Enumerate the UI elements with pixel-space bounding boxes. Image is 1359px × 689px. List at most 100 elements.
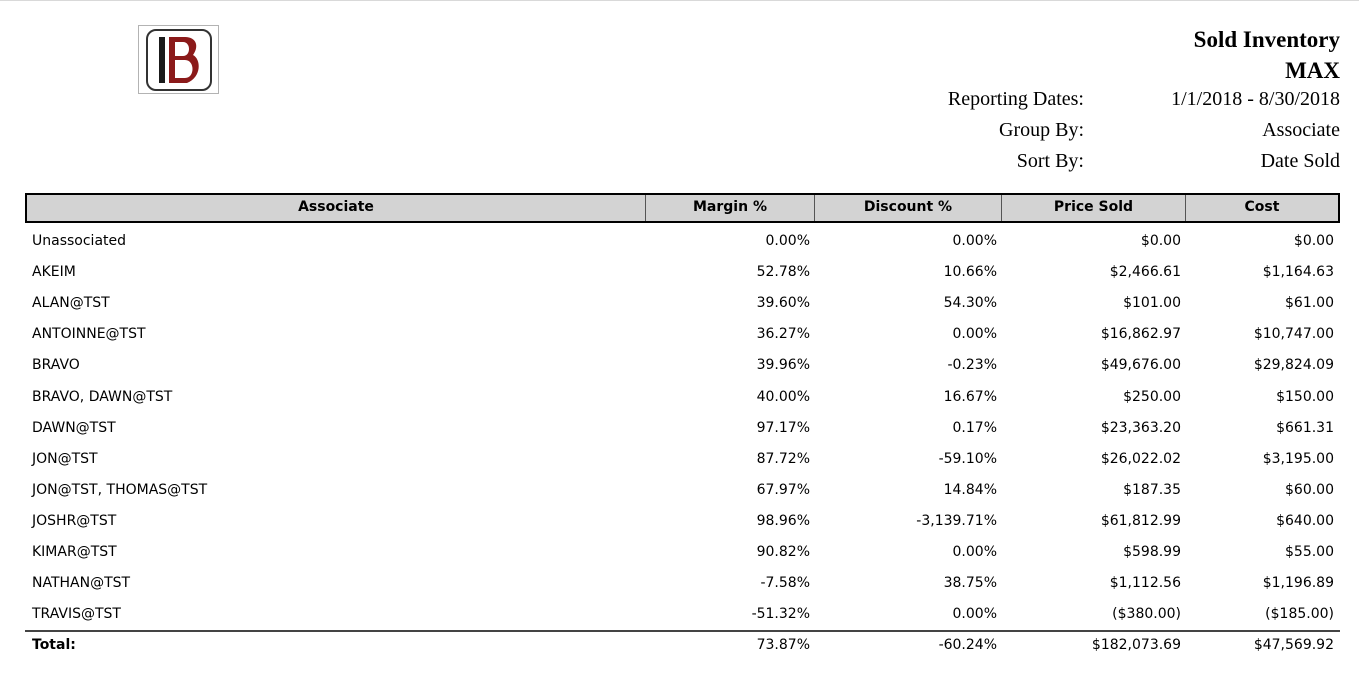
cell-cost: $150.00: [1276, 389, 1334, 405]
total-discount: -60.24%: [938, 637, 997, 653]
cell-cost: $10,747.00: [1253, 326, 1334, 342]
table-row: TRAVIS@TST -51.32% 0.00% ($380.00) ($185.00): [25, 599, 1340, 630]
cell-discount: 10.66%: [943, 264, 997, 280]
table-row: ALAN@TST 39.60% 54.30% $101.00 $61.00: [25, 288, 1340, 319]
cell-associate: BRAVO: [32, 357, 80, 373]
cell-price-sold: $1,112.56: [1109, 575, 1181, 591]
cell-price-sold: $187.35: [1123, 482, 1181, 498]
cell-associate: JON@TST, THOMAS@TST: [32, 482, 208, 498]
total-margin: 73.87%: [756, 637, 810, 653]
total-cost: $47,569.92: [1253, 637, 1334, 653]
cell-discount: 0.00%: [952, 544, 997, 560]
cell-cost: $0.00: [1293, 233, 1334, 249]
cell-discount: 54.30%: [943, 295, 997, 311]
column-divider: [1001, 195, 1002, 221]
meta-value-group-by: Associate: [1262, 119, 1340, 141]
table-row: ANTOINNE@TST 36.27% 0.00% $16,862.97 $10,747…: [25, 319, 1340, 350]
cell-discount: 0.00%: [952, 606, 997, 622]
cell-associate: BRAVO, DAWN@TST: [32, 389, 173, 405]
table-row: BRAVO 39.96% -0.23% $49,676.00 $29,824.09: [25, 350, 1340, 381]
cell-margin: 0.00%: [765, 233, 810, 249]
cell-discount: 0.00%: [952, 233, 997, 249]
cell-associate: JOSHR@TST: [32, 513, 117, 529]
cell-margin: 39.96%: [756, 357, 810, 373]
table-header: Associate Margin % Discount % Price Sold…: [25, 193, 1340, 223]
report-title: Sold Inventory: [1193, 27, 1340, 52]
cell-price-sold: $61,812.99: [1100, 513, 1181, 529]
column-divider: [645, 195, 646, 221]
cell-associate: KIMAR@TST: [32, 544, 117, 560]
total-label: Total:: [32, 637, 76, 653]
column-header-margin: Margin %: [693, 199, 767, 215]
cell-discount: 16.67%: [943, 389, 997, 405]
top-divider: [0, 0, 1359, 1]
cell-margin: 90.82%: [756, 544, 810, 560]
cell-associate: Unassociated: [32, 233, 127, 249]
column-header-associate: Associate: [298, 199, 374, 215]
cell-cost: $3,195.00: [1262, 451, 1334, 467]
table-row: BRAVO, DAWN@TST 40.00% 16.67% $250.00 $150.0…: [25, 382, 1340, 413]
column-header-cost: Cost: [1244, 199, 1280, 215]
cell-price-sold: $16,862.97: [1100, 326, 1181, 342]
meta-label-group-by: Group By:: [999, 119, 1084, 141]
cell-price-sold: $2,466.61: [1109, 264, 1181, 280]
cell-price-sold: $101.00: [1123, 295, 1181, 311]
cell-discount: -0.23%: [947, 357, 997, 373]
cell-price-sold: ($380.00): [1112, 606, 1181, 622]
total-price-sold: $182,073.69: [1091, 637, 1181, 653]
table-row: JON@TST 87.72% -59.10% $26,022.02 $3,195.00: [25, 444, 1340, 475]
cell-discount: 0.17%: [952, 420, 997, 436]
cell-associate: DAWN@TST: [32, 420, 116, 436]
column-header-price-sold: Price Sold: [1053, 199, 1134, 215]
cell-cost: $60.00: [1285, 482, 1334, 498]
cell-discount: 14.84%: [943, 482, 997, 498]
cell-margin: 40.00%: [756, 389, 810, 405]
cell-margin: 87.72%: [756, 451, 810, 467]
column-header-discount: Discount %: [863, 199, 953, 215]
cell-associate: ANTOINNE@TST: [32, 326, 146, 342]
total-divider: [25, 630, 1340, 632]
table-row: DAWN@TST 97.17% 0.17% $23,363.20 $661.31: [25, 413, 1340, 444]
cell-price-sold: $26,022.02: [1100, 451, 1181, 467]
cell-cost: $55.00: [1285, 544, 1334, 560]
report-subtitle: MAX: [1285, 58, 1340, 83]
cell-associate: ALAN@TST: [32, 295, 110, 311]
cell-price-sold: $49,676.00: [1100, 357, 1181, 373]
table-row: KIMAR@TST 90.82% 0.00% $598.99 $55.00: [25, 537, 1340, 568]
table-total-row: Total: 73.87% -60.24% $182,073.69 $47,56…: [25, 630, 1340, 661]
cell-price-sold: $23,363.20: [1100, 420, 1181, 436]
cell-cost: $61.00: [1285, 295, 1334, 311]
cell-margin: -7.58%: [760, 575, 810, 591]
cell-margin: 98.96%: [756, 513, 810, 529]
meta-value-reporting-dates: 1/1/2018 - 8/30/2018: [1171, 88, 1340, 110]
column-divider: [1185, 195, 1186, 221]
table-row: NATHAN@TST -7.58% 38.75% $1,112.56 $1,196.89: [25, 568, 1340, 599]
table-row: JOSHR@TST 98.96% -3,139.71% $61,812.99 $640.…: [25, 506, 1340, 537]
cell-cost: $1,196.89: [1262, 575, 1334, 591]
cell-cost: $661.31: [1276, 420, 1334, 436]
table-row: Unassociated 0.00% 0.00% $0.00 $0.00: [25, 226, 1340, 257]
cell-margin: 52.78%: [756, 264, 810, 280]
cell-discount: 38.75%: [943, 575, 997, 591]
cell-margin: 39.60%: [756, 295, 810, 311]
cell-price-sold: $598.99: [1123, 544, 1181, 560]
meta-label-reporting-dates: Reporting Dates:: [947, 88, 1084, 110]
cell-cost: $640.00: [1276, 513, 1334, 529]
cell-discount: -59.10%: [938, 451, 997, 467]
cell-associate: AKEIM: [32, 264, 76, 280]
cell-margin: 97.17%: [756, 420, 810, 436]
meta-value-sort-by: Date Sold: [1260, 150, 1340, 172]
cell-margin: -51.32%: [751, 606, 810, 622]
cell-discount: -3,139.71%: [916, 513, 997, 529]
meta-label-sort-by: Sort By:: [1016, 150, 1084, 172]
logo-b-icon: [146, 29, 212, 91]
cell-price-sold: $250.00: [1123, 389, 1181, 405]
cell-cost: ($185.00): [1265, 606, 1334, 622]
cell-cost: $29,824.09: [1253, 357, 1334, 373]
cell-associate: TRAVIS@TST: [32, 606, 121, 622]
brand-logo: [138, 25, 219, 94]
table-row: JON@TST, THOMAS@TST 67.97% 14.84% $187.35 $6…: [25, 475, 1340, 506]
cell-margin: 36.27%: [756, 326, 810, 342]
cell-price-sold: $0.00: [1140, 233, 1181, 249]
cell-associate: JON@TST: [32, 451, 98, 467]
